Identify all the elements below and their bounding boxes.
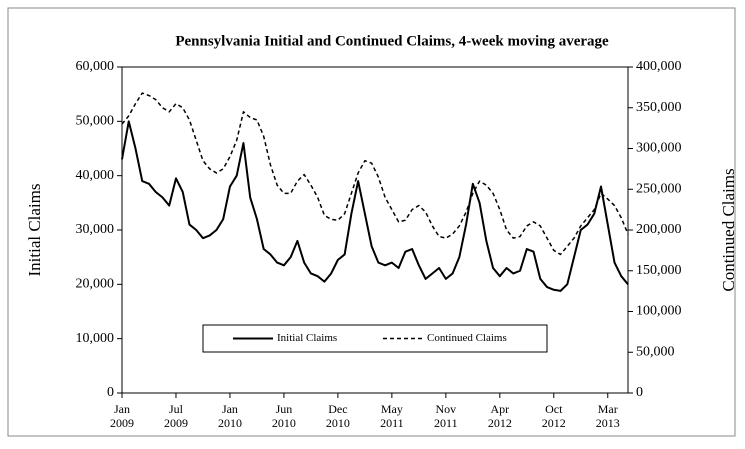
series-line <box>121 92 629 256</box>
y2-tick-label: 50,000 <box>636 344 675 359</box>
x-tick-label: May 2011 <box>380 402 404 430</box>
x-tick-label: Nov 2011 <box>434 402 458 430</box>
x-tick-label: Mar 2013 <box>595 402 620 430</box>
y2-tick-label: 350,000 <box>636 100 682 115</box>
y-tick-label: 30,000 <box>76 222 115 237</box>
x-tick-label: Oct 2012 <box>541 402 566 430</box>
x-tick-label: Jan 2009 <box>110 402 134 430</box>
x-tick-label: Jul 2009 <box>163 402 188 430</box>
y-tick-label: 40,000 <box>76 168 115 183</box>
y-tick-label: 60,000 <box>76 59 115 74</box>
y-axis-title: Initial Claims <box>25 183 44 276</box>
legend-box <box>202 324 548 353</box>
chart-title: Pennsylvania Initial and Continued Claim… <box>175 33 609 49</box>
y2-tick-label: 250,000 <box>636 181 682 196</box>
y2-tick-label: 400,000 <box>636 59 682 74</box>
y-tick-label: 50,000 <box>76 114 115 129</box>
x-tick-label: Jan 2010 <box>217 402 242 430</box>
chart-frame <box>7 7 736 437</box>
y2-tick-label: 0 <box>636 385 643 400</box>
x-tick-label: Jun 2010 <box>271 402 296 430</box>
legend-label: Initial Claims <box>277 332 337 344</box>
y2-axis-title: Continued Claims <box>719 168 738 291</box>
y2-tick-label: 300,000 <box>636 141 682 156</box>
y2-tick-label: 100,000 <box>636 304 682 319</box>
y-tick-label: 10,000 <box>76 331 115 346</box>
y2-tick-label: 150,000 <box>636 263 682 278</box>
series-line <box>121 120 629 292</box>
y-tick-label: 0 <box>107 385 114 400</box>
y-tick-label: 20,000 <box>76 277 115 292</box>
legend-label: Continued Claims <box>427 332 507 344</box>
legend: Initial Claims Continued Claims <box>202 324 548 353</box>
x-tick-label: Dec 2010 <box>325 402 350 430</box>
y2-tick-label: 200,000 <box>636 222 682 237</box>
x-tick-label: Apr 2012 <box>487 402 512 430</box>
